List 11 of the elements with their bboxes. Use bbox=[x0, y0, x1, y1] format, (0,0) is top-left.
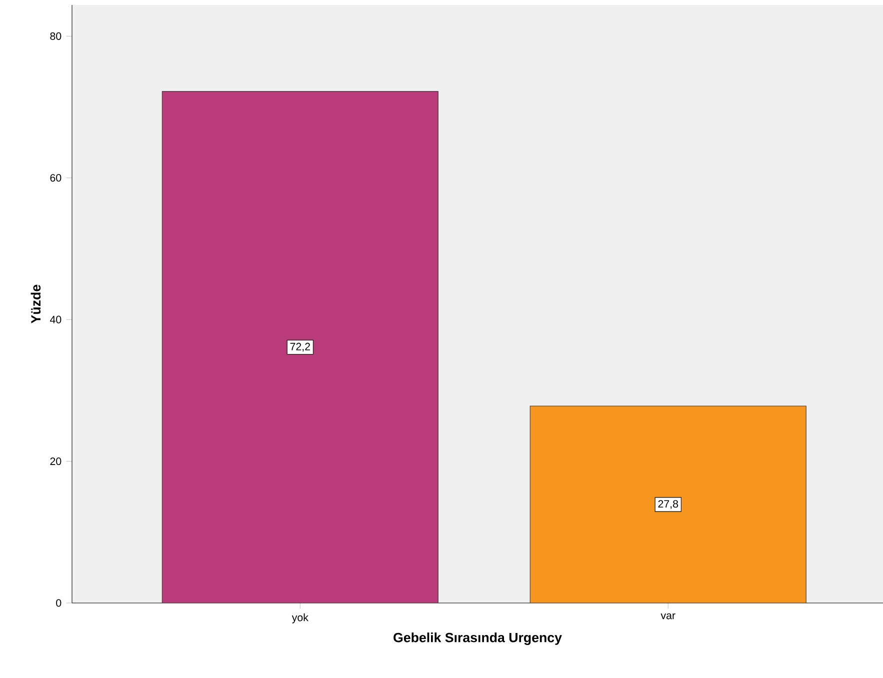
y-axis-title: Yüzde bbox=[30, 284, 41, 324]
x-axis-title: Gebelik Sırasında Urgency bbox=[394, 632, 562, 645]
x-tick-label: var bbox=[660, 613, 676, 620]
y-tick-label: 20 bbox=[50, 458, 62, 466]
data-label: 27,8 bbox=[658, 500, 678, 509]
x-tick-label: yok bbox=[292, 613, 308, 624]
y-tick-label: 40 bbox=[50, 316, 62, 324]
data-label: 72,2 bbox=[290, 342, 310, 352]
y-tick-label: 0 bbox=[56, 599, 62, 607]
y-tick-label: 60 bbox=[50, 174, 62, 182]
y-tick-label: 80 bbox=[50, 32, 62, 40]
